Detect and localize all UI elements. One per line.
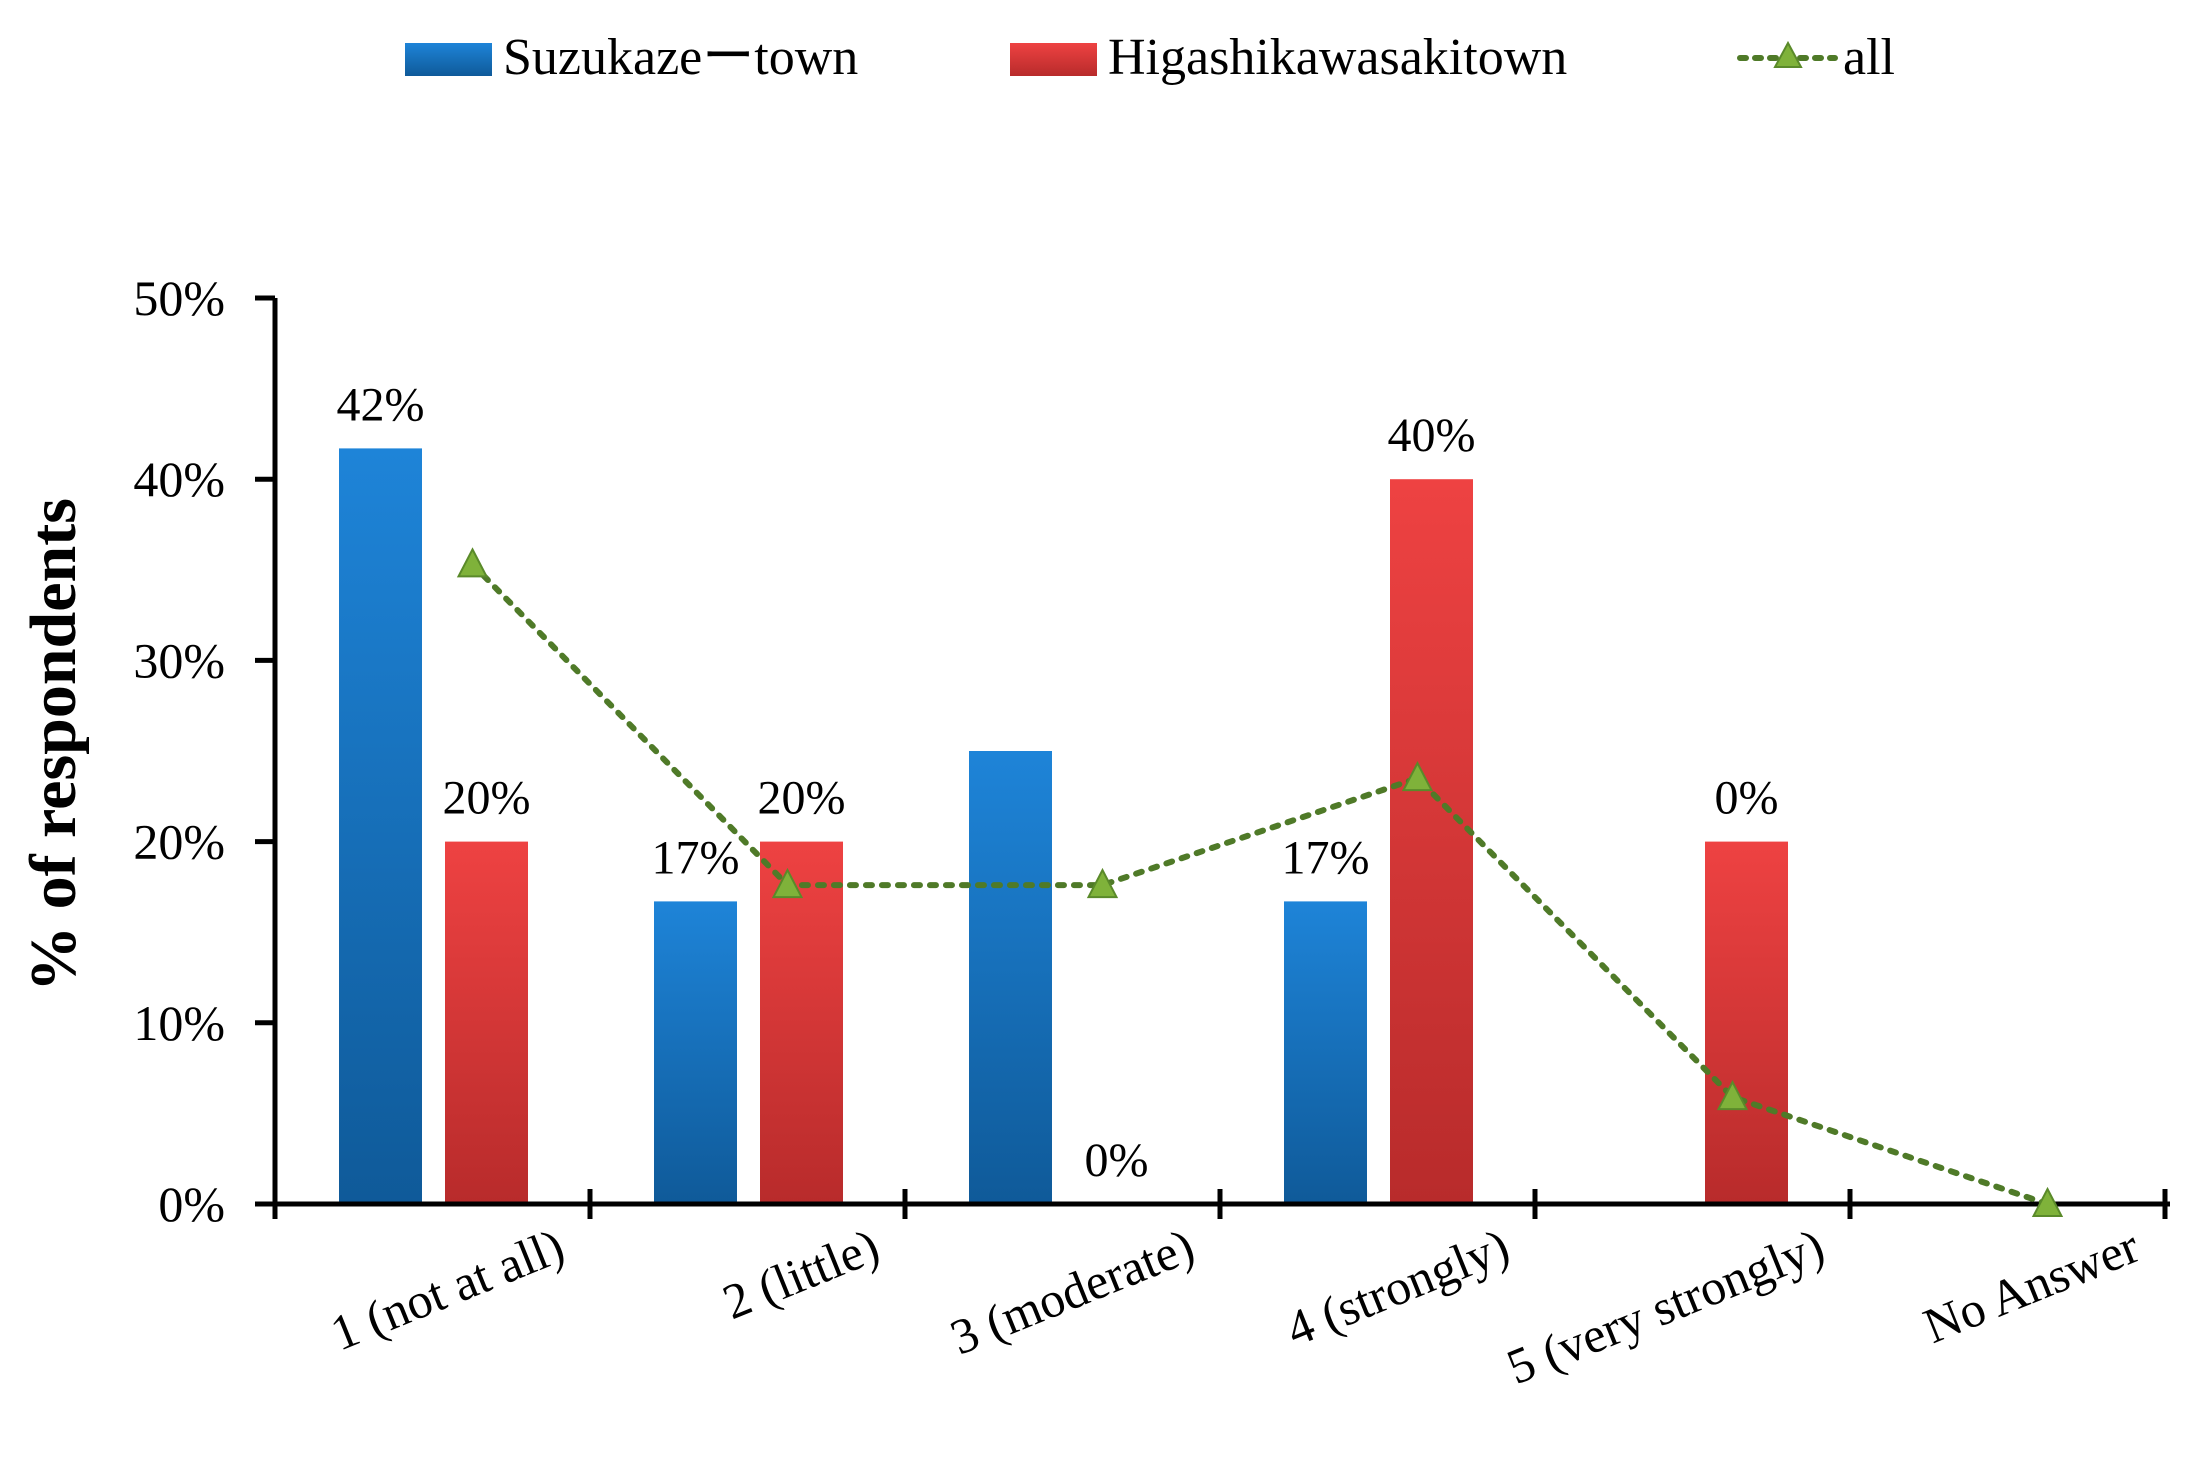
marker-all bbox=[1401, 761, 1434, 792]
y-axis-title: % of respondents bbox=[17, 498, 90, 992]
line-series-all bbox=[456, 547, 2064, 1217]
data-label-higashikawasaki: 20% bbox=[758, 772, 846, 825]
legend-item-suzukaze: Suzukazeーtown bbox=[405, 29, 858, 86]
x-tick-label: No Answer bbox=[1916, 1217, 2147, 1354]
legend-swatch-suzukaze bbox=[405, 43, 492, 76]
y-tick-label: 40% bbox=[133, 451, 225, 507]
bar-higashikawasaki bbox=[1390, 479, 1473, 1204]
marker-all bbox=[771, 867, 804, 899]
data-label-higashikawasaki: 0% bbox=[1715, 772, 1779, 825]
data-label-higashikawasaki: 40% bbox=[1388, 409, 1476, 462]
bar-higashikawasaki bbox=[1705, 841, 1788, 1204]
legend-swatch-higashikawasaki bbox=[1010, 43, 1097, 76]
x-tick-label: 2 (little) bbox=[715, 1217, 887, 1330]
y-tick-label: 50% bbox=[133, 270, 225, 326]
x-tick-label: 3 (moderate) bbox=[943, 1217, 1202, 1365]
bar-suzukaze bbox=[1284, 901, 1367, 1204]
legend-label-suzukaze: Suzukazeーtown bbox=[503, 29, 858, 86]
y-tick-label: 0% bbox=[158, 1176, 225, 1232]
bar-higashikawasaki bbox=[445, 841, 528, 1204]
marker-all bbox=[2031, 1186, 2064, 1217]
data-label-suzukaze: 17% bbox=[652, 831, 740, 884]
data-label-higashikawasaki: 0% bbox=[1085, 1134, 1149, 1187]
y-tick-label: 20% bbox=[133, 814, 225, 870]
x-tick-label: 5 (very strongly) bbox=[1499, 1217, 1832, 1395]
legend-label-all: all bbox=[1843, 29, 1895, 86]
axes bbox=[255, 295, 2170, 1219]
marker-all bbox=[456, 547, 489, 578]
legend: Suzukazeーtown Higashikawasakitown all bbox=[405, 29, 1895, 86]
marker-all bbox=[1716, 1079, 1749, 1111]
bars bbox=[339, 448, 1788, 1204]
marker-all bbox=[1086, 867, 1119, 899]
x-tick-label: 4 (strongly) bbox=[1278, 1217, 1517, 1357]
y-tick-labels: 0% 10% 20% 30% 40% 50% bbox=[133, 270, 225, 1232]
bar-suzukaze bbox=[339, 448, 422, 1204]
legend-marker-all bbox=[1773, 40, 1803, 68]
y-tick-label: 30% bbox=[133, 632, 225, 688]
legend-label-higashikawasaki: Higashikawasakitown bbox=[1108, 29, 1567, 86]
y-tick-label: 10% bbox=[133, 995, 225, 1051]
x-tick-labels: 1 (not at all) 2 (little) 3 (moderate) 4… bbox=[323, 1217, 2147, 1395]
line-all bbox=[469, 561, 2051, 1207]
bar-suzukaze bbox=[654, 901, 737, 1204]
bar-suzukaze bbox=[969, 751, 1052, 1204]
data-label-higashikawasaki: 20% bbox=[443, 772, 531, 825]
data-label-suzukaze: 17% bbox=[1282, 831, 1370, 884]
bar-higashikawasaki bbox=[760, 841, 843, 1204]
data-labels: 42% 20% 17% 20% 0% 17% 40% 0% bbox=[337, 378, 1779, 1187]
legend-item-all: all bbox=[1737, 29, 1895, 86]
legend-item-higashikawasaki: Higashikawasakitown bbox=[1010, 29, 1567, 86]
x-tick-label: 1 (not at all) bbox=[323, 1217, 572, 1361]
data-label-suzukaze: 42% bbox=[337, 378, 425, 431]
